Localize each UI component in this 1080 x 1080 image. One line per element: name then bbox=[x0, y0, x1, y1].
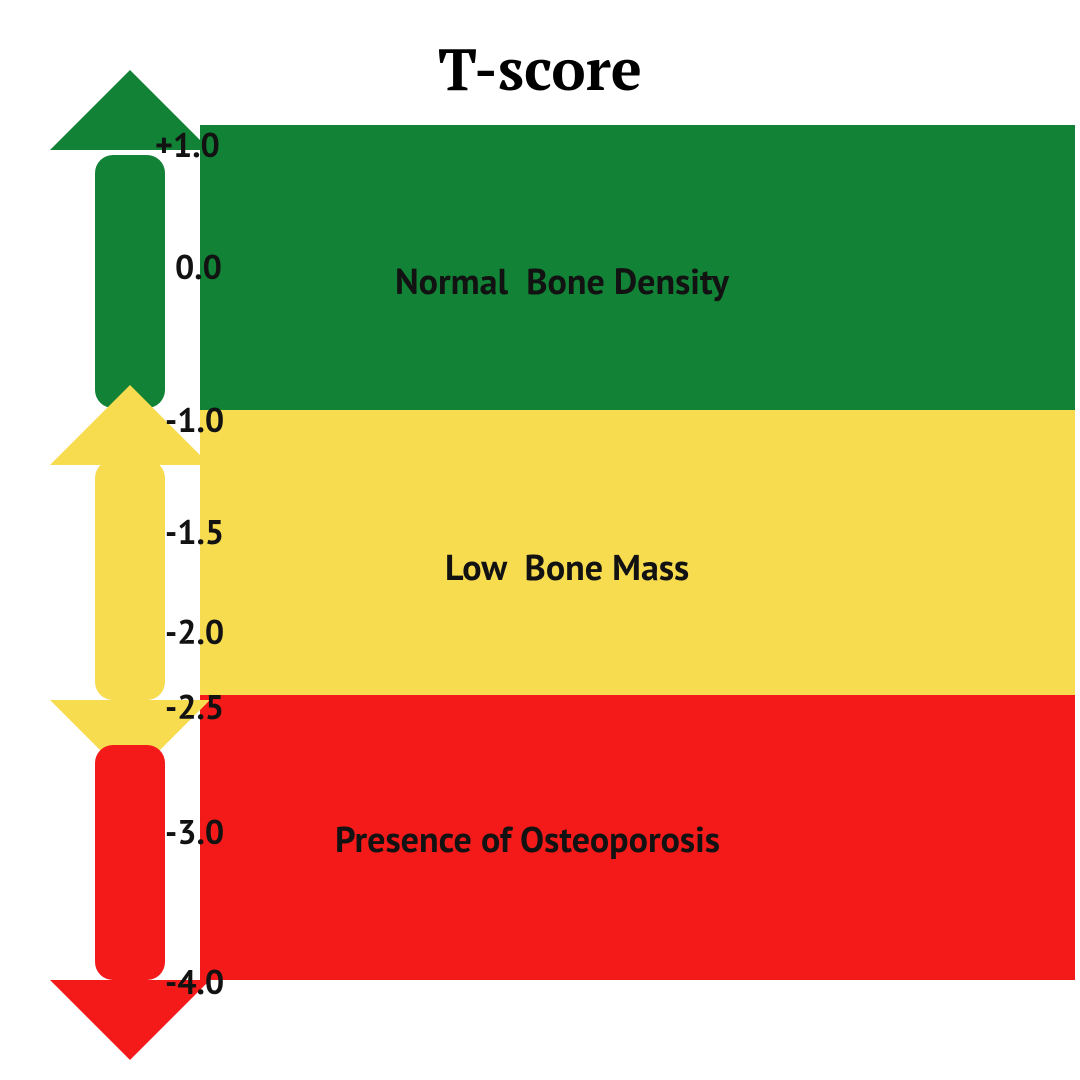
tick-7: -4.0 bbox=[165, 960, 224, 1004]
tick-4: -2.0 bbox=[165, 610, 224, 654]
arrow-shaft-yellow bbox=[95, 460, 165, 700]
tick-6: -3.0 bbox=[165, 810, 224, 854]
tick-2: -1.0 bbox=[165, 398, 224, 442]
tick-3: -1.5 bbox=[165, 510, 224, 554]
tick-1: 0.0 bbox=[175, 245, 222, 289]
arrow-shaft-green bbox=[95, 155, 165, 408]
tick-0: +1.0 bbox=[155, 123, 220, 167]
band-label-low: Low Bone Mass bbox=[445, 543, 689, 590]
band-label-normal: Normal Bone Density bbox=[395, 257, 729, 304]
arrow-shaft-red bbox=[95, 745, 165, 980]
band-label-osteo: Presence of Osteoporosis bbox=[335, 815, 720, 862]
tick-5: -2.5 bbox=[165, 685, 224, 729]
